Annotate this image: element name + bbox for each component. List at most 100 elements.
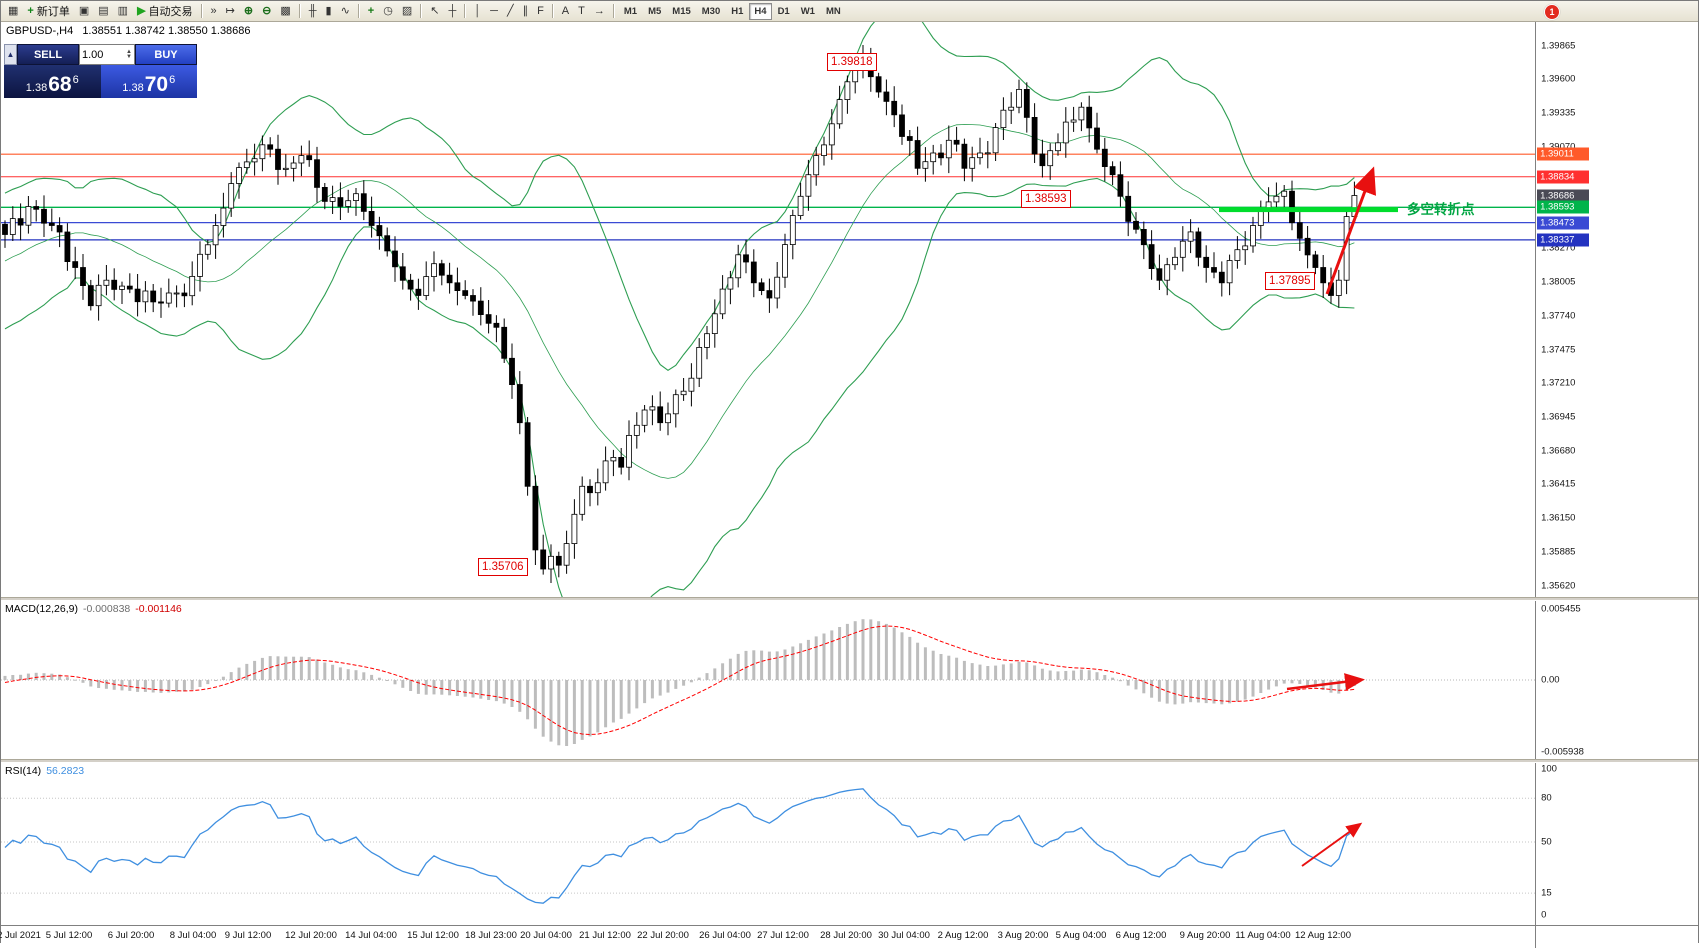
- one-click-collapse-button[interactable]: ▲: [4, 44, 17, 65]
- horizontal-line-icon: ─: [490, 5, 498, 17]
- timeframe-mn-button[interactable]: MN: [825, 5, 841, 17]
- label-icon: T: [578, 5, 585, 17]
- volume-up-icon[interactable]: ▲: [126, 48, 132, 55]
- macd-header: MACD(12,26,9) -0.000838 -0.001146: [5, 603, 182, 615]
- price-tick-label: 1.39070: [1541, 141, 1576, 153]
- price-tick-label: 1.39865: [1541, 40, 1576, 51]
- rsi-tick-label: 0: [1541, 909, 1547, 921]
- indicators-icon: +: [367, 5, 375, 17]
- rsi-canvas[interactable]: [1, 763, 1536, 925]
- timeframe-m15-button[interactable]: M15: [672, 5, 691, 17]
- timeframe-m5-button[interactable]: M5: [648, 5, 662, 17]
- price-tick-label: 1.39335: [1541, 107, 1576, 119]
- timeframe-m30-button[interactable]: M30: [701, 5, 721, 17]
- timeframe-h4-button[interactable]: H4: [749, 2, 772, 20]
- price-tick-label: 1.36945: [1541, 411, 1576, 423]
- toolbar-separator: [551, 4, 554, 18]
- time-tick-label: 9 Aug 20:00: [1179, 930, 1231, 941]
- cursor-button[interactable]: ↖: [426, 2, 443, 20]
- periods-icon: ◷: [383, 5, 393, 17]
- turning-point-note: 多空转折点: [1407, 202, 1475, 218]
- bid-big-digits: 68: [48, 73, 72, 96]
- time-tick-label: 22 Jul 20:00: [637, 930, 689, 941]
- price-level-box: 1.38593: [1537, 200, 1590, 214]
- bar-chart-button[interactable]: ╫: [305, 2, 321, 20]
- time-tick-label: 20 Jul 04:00: [520, 930, 572, 941]
- scripts-button[interactable]: ▥: [114, 2, 132, 20]
- periods-button[interactable]: ◷: [379, 2, 397, 20]
- toolbar-separator: [357, 4, 360, 18]
- time-tick-label: 2 Jul 2021: [0, 930, 41, 941]
- macd-tick-label: 0.00: [1541, 674, 1560, 686]
- rsi-tick-label: 50: [1541, 836, 1552, 848]
- text-button[interactable]: A: [558, 2, 573, 20]
- new-order-button[interactable]: + 新订单: [23, 2, 73, 20]
- time-axis[interactable]: 2 Jul 2021 5 Jul 12:00 6 Jul 20:00 8 Jul 04…: [0, 925, 1698, 948]
- sell-button[interactable]: SELL: [17, 44, 79, 65]
- macd-canvas[interactable]: [1, 601, 1536, 759]
- rsi-name: RSI(14): [5, 765, 42, 777]
- tile-windows-button[interactable]: ▩: [276, 2, 294, 20]
- charts-grid-button[interactable]: ▦: [4, 2, 22, 20]
- zoom-out-button[interactable]: ⊖: [258, 2, 275, 20]
- vertical-line-button[interactable]: │: [470, 2, 485, 20]
- chart-window-icon: ▣: [78, 5, 90, 17]
- ask-price-button[interactable]: 1.38 70 6: [100, 65, 197, 98]
- templates-button[interactable]: ▨: [398, 2, 416, 20]
- buy-button[interactable]: BUY: [135, 44, 197, 65]
- chart-title: GBPUSD-,H4 1.38551 1.38742 1.38550 1.386…: [6, 25, 251, 37]
- macd-chart[interactable]: MACD(12,26,9) -0.000838 -0.001146: [1, 601, 1536, 759]
- cursor-icon: ↖: [430, 5, 440, 17]
- rsi-chart[interactable]: RSI(14) 56.2823: [1, 763, 1536, 925]
- notification-badge[interactable]: 1: [1544, 4, 1560, 20]
- panel-separator[interactable]: [1, 597, 1698, 601]
- trendline-button[interactable]: ╱: [503, 2, 518, 20]
- horizontal-line-button[interactable]: ─: [486, 2, 502, 20]
- timeframe-m1-button[interactable]: M1: [623, 5, 638, 17]
- line-chart-button[interactable]: ∿: [337, 2, 354, 20]
- new-order-button-label: 新订单: [36, 6, 70, 18]
- ask-prefix: 1.38: [122, 82, 144, 94]
- price-annotation: 1.39818: [827, 52, 877, 71]
- rsi-tick-label: 80: [1541, 792, 1552, 804]
- autotrading-button[interactable]: ▶ 自动交易: [133, 2, 196, 20]
- zoom-in-button[interactable]: ⊕: [240, 2, 257, 20]
- price-level-box: 1.38473: [1537, 216, 1590, 230]
- new-order-icon: +: [27, 5, 34, 17]
- indicators-button[interactable]: +: [364, 2, 378, 20]
- fibonacci-button[interactable]: F: [533, 2, 548, 20]
- timeframe-w1-button[interactable]: W1: [800, 5, 815, 17]
- label-button[interactable]: T: [574, 2, 589, 20]
- bid-price-button[interactable]: 1.38 68 6: [4, 65, 101, 98]
- volume-field[interactable]: 1.00 ▲ ▼: [79, 44, 135, 65]
- time-tick-label: 6 Aug 12:00: [1115, 930, 1167, 941]
- zoom-out-icon: ⊖: [262, 5, 272, 17]
- price-tick-label: 1.39600: [1541, 73, 1576, 85]
- time-tick-label: 14 Jul 04:00: [345, 930, 397, 941]
- time-tick-label: 12 Aug 12:00: [1295, 930, 1351, 941]
- time-tick-label: 15 Jul 12:00: [407, 930, 459, 941]
- chart-window-button[interactable]: ▣: [75, 2, 93, 20]
- price-chart[interactable]: GBPUSD-,H4 1.38551 1.38742 1.38550 1.386…: [1, 22, 1536, 597]
- panel-separator[interactable]: [1, 759, 1698, 763]
- rsi-panel: RSI(14) 56.2823 100 80 50 15 0: [1, 763, 1698, 925]
- autoscroll-button[interactable]: »: [207, 2, 221, 20]
- chart-shift-button[interactable]: ↦: [222, 2, 239, 20]
- crosshair-button[interactable]: ┼: [444, 2, 460, 20]
- volume-down-icon[interactable]: ▼: [126, 53, 132, 60]
- channel-button[interactable]: ∥: [519, 2, 533, 20]
- templates-icon: ▨: [401, 5, 413, 17]
- arrows-button[interactable]: →: [590, 2, 609, 20]
- price-level-box: 1.39011: [1537, 147, 1590, 161]
- timeframe-d1-button[interactable]: D1: [777, 5, 790, 17]
- volume-spinner[interactable]: ▲ ▼: [126, 48, 132, 60]
- time-tick-label: 3 Aug 20:00: [997, 930, 1049, 941]
- profiles-button[interactable]: ▤: [94, 2, 112, 20]
- price-tick-label: 1.38005: [1541, 276, 1576, 288]
- candlestick-chart-button[interactable]: ▮: [322, 2, 336, 20]
- rsi-value: 56.2823: [46, 765, 85, 777]
- candlestick-canvas[interactable]: [1, 22, 1536, 597]
- price-level-box: 1.38834: [1537, 170, 1590, 184]
- timeframe-h1-button[interactable]: H1: [731, 5, 744, 17]
